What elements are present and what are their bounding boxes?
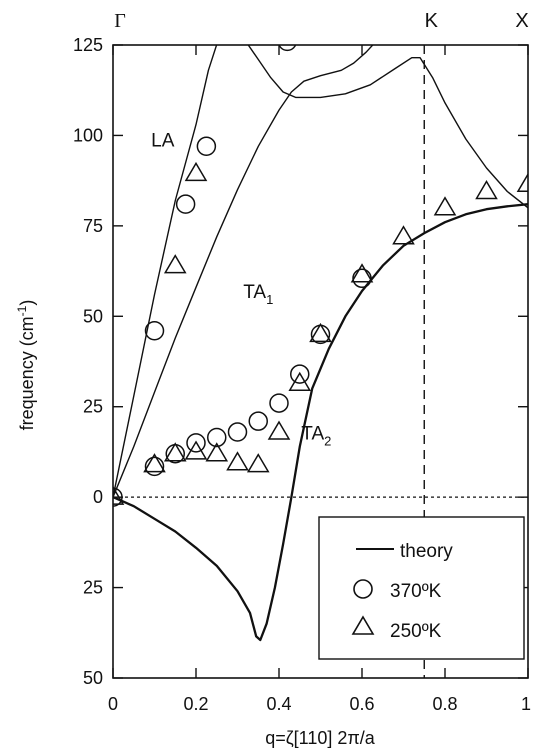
plot-frame [112,44,529,679]
circle-point [227,422,248,442]
theory-curve-2 [247,45,528,209]
branch-label-text: TA [243,282,266,303]
branch-label-subscript: 1 [266,292,273,307]
y-tick-label: 50 [83,668,103,688]
x-tick-label: 1 [521,694,531,714]
circle-point [248,411,268,431]
theory-curve-3 [113,45,374,498]
legend-370-label: 370ºK [390,581,442,602]
y-tick-label: 75 [83,216,103,236]
legend-theory-label: theory [400,541,453,562]
legend-triangle-marker [351,615,375,635]
triangle-point [205,442,229,462]
triangle-point [163,254,187,274]
theory-curves [113,45,528,642]
y-tick-label: 25 [83,578,103,598]
branch-label: TA1 [243,282,273,307]
circle-point [144,321,165,341]
x-tick-label: 0 [108,694,118,714]
circle-point [269,393,289,413]
y-tick-label: 25 [83,397,103,417]
symmetry-point-label: Γ [114,10,126,32]
symmetry-point-label: K [425,10,439,32]
triangle-point [516,172,528,193]
y-tick-label: 0 [93,487,103,507]
y-axis-label-end: ) [17,300,37,306]
circle-point [196,136,217,157]
y-axis-label: frequency (cm-1) [15,300,37,431]
circle-point [352,268,372,289]
triangle-point [226,451,249,471]
branch-label: TA2 [301,423,331,448]
triangle-point [267,420,291,440]
y-tick-label: 100 [73,125,103,145]
y-tick-label: 125 [73,35,103,55]
circle-point [186,433,206,453]
triangle-point [163,442,187,462]
triangle-point [288,371,312,391]
circle-point [207,427,227,448]
legend-circle-marker [353,579,373,599]
x-tick-label: 0.2 [183,694,208,714]
legend-box [318,516,525,660]
triangle-point [475,180,498,200]
symmetry-point-label: X [515,10,528,32]
triangle-point [143,453,166,473]
x-tick-label: 0.8 [432,694,457,714]
triangle-point [184,161,208,182]
y-tick-label: 50 [83,306,103,326]
theory-curve-4 [113,203,528,642]
triangle-point [246,453,270,473]
y-axis-label-text: frequency (cm [17,316,37,430]
y-axis-label-sup: -1 [15,305,29,316]
triangle-point [309,322,332,343]
x-tick-label: 0.6 [349,694,374,714]
circle-point [144,456,165,477]
triangle-point [350,263,374,283]
branch-label-text: LA [151,130,175,151]
triangle-point [113,485,125,505]
circle-point [290,364,310,384]
circle-point [175,194,196,214]
triangle-point [392,225,415,245]
legend-250-label: 250ºK [390,621,442,642]
branch-label: LA [151,130,175,151]
legend-250-value: 250ºK [390,621,442,642]
triangle-point [184,440,208,460]
x-axis-label: q=ζ[110] 2π/a [265,728,376,748]
circle-point [278,45,297,52]
triangle-point [433,196,457,216]
branch-label-subscript: 2 [324,433,331,448]
x-tick-label: 0.4 [266,694,291,714]
legend-370-value: 370ºK [390,581,442,602]
theory-curve-1 [113,45,218,498]
branch-label-text: TA [301,423,324,444]
legend: theory 370ºK 250ºK [318,516,525,660]
